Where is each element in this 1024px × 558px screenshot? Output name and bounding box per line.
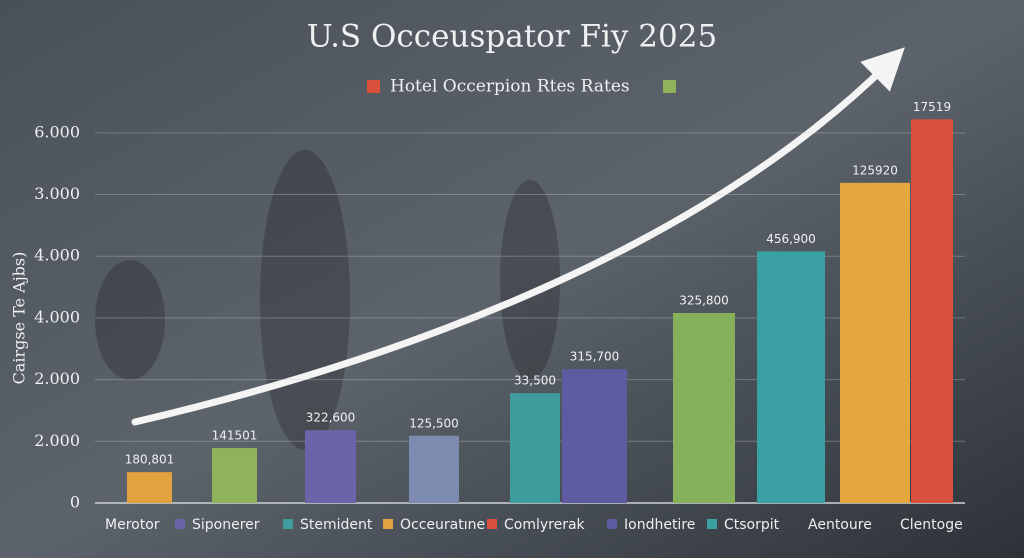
bar-annotation: 180,801 [125,453,175,467]
bar-annotation: 456,900 [766,232,816,246]
bar [673,312,735,503]
bar [562,369,627,503]
bottom-label: Clentoge [900,517,963,533]
trend-arrow [131,47,905,426]
bottom-label: Ctsorpit [724,517,780,533]
bar [409,435,459,503]
legend-swatch [607,519,617,529]
y-tick-label: 4.000 [34,246,80,265]
chart-title: U.S Occeuspator Fiy 2025 [307,19,717,55]
bar [212,448,257,503]
bar-annotation: 322,600 [306,411,356,425]
bar-annotation: 125920 [852,163,898,177]
y-tick-label: 0 [70,493,80,512]
bar-annotation: 141501 [212,429,258,443]
legend-swatch [367,80,380,93]
bar [840,182,910,503]
bar [127,472,172,503]
bar-annotation: 325,800 [679,293,729,307]
bottom-label: Siponerer [192,517,260,533]
bar [510,393,560,503]
bar-annotation: 33,500 [514,374,556,388]
y-axis-label: Cairgse Te Ajbs) [10,252,29,385]
legend-swatch [487,519,497,529]
bar-annotation: 125,500 [409,416,459,430]
y-tick-label: 6.000 [34,122,80,141]
y-tick-label: 4.000 [34,307,80,326]
backdrop-silhouettes [95,150,560,450]
legend-swatch [175,519,185,529]
bottom-label: Iondhetire [624,517,695,533]
bottom-label: Occeuratıne [400,517,485,533]
bar [305,430,356,503]
legend-swatch [283,519,293,529]
bottom-label: Aentoure [808,517,872,533]
y-tick-label: 2.000 [34,431,80,450]
bottom-label: Merotor [105,517,160,533]
legend-swatch [707,519,717,529]
y-tick-label: 2.000 [34,369,80,388]
bar [911,119,953,503]
bar-annotation: 17519 [913,100,951,114]
bar-annotation: 315,700 [570,350,620,364]
bottom-label: Stemident [300,517,373,533]
legend-swatch [663,80,676,93]
bottom-label: Comlyrerak [504,517,586,533]
bar [757,251,825,503]
legend-label: Hotel Occerpion Rtes Rates [390,77,630,97]
y-tick-label: 3.000 [34,184,80,203]
legend-swatch [383,519,393,529]
